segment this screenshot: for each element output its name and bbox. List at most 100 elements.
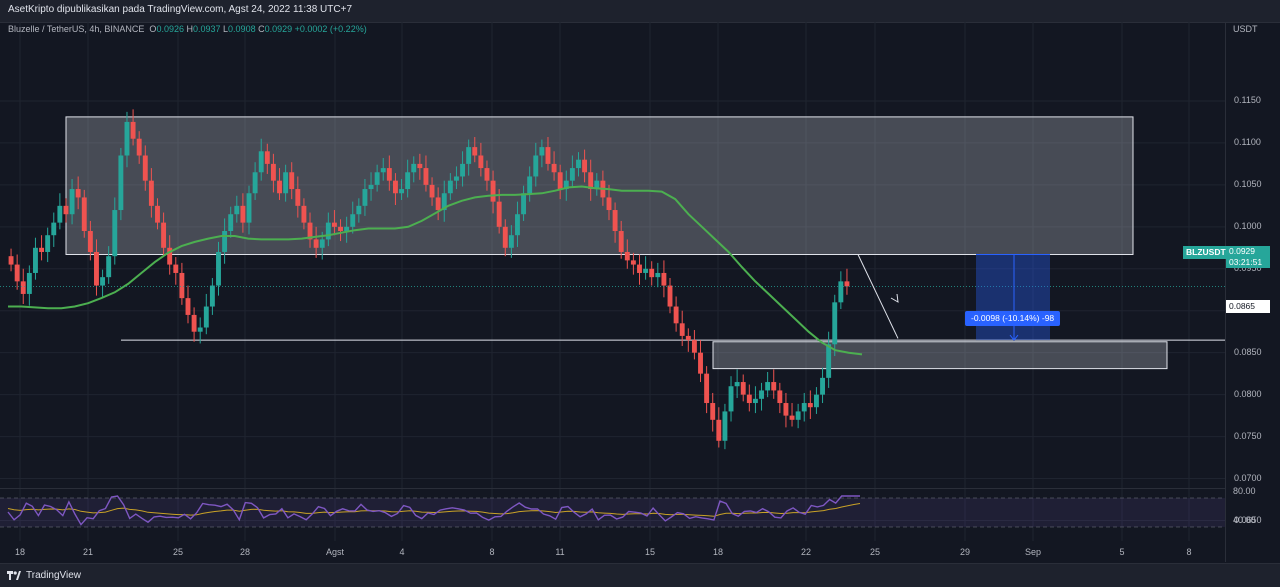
time-tick: Sep (1024, 547, 1042, 557)
candle (563, 180, 569, 190)
rsi-lower-label: 40.00 (1233, 515, 1256, 525)
candle (783, 403, 789, 416)
candle (826, 344, 832, 378)
candle (258, 151, 264, 173)
candle (75, 189, 81, 198)
candle (368, 184, 374, 190)
candle (161, 222, 167, 248)
candle (313, 239, 319, 248)
price-tick: 0.1000 (1234, 220, 1262, 231)
time-tick: Agst (325, 547, 345, 557)
legend-o-value: 0.0926 (156, 24, 184, 34)
candle (795, 411, 801, 420)
candle (307, 222, 313, 240)
candle (69, 189, 75, 215)
publish-header: AsetKripto dipublikasikan pada TradingVi… (0, 0, 1280, 23)
candle (484, 168, 490, 181)
candle (496, 201, 502, 227)
candle (234, 205, 240, 215)
measure-tool[interactable] (976, 254, 1050, 341)
candle (33, 247, 38, 273)
candle (588, 172, 594, 190)
footer: TradingView (0, 563, 1280, 587)
price-chart[interactable] (0, 22, 1225, 562)
candle (807, 403, 813, 408)
rsi-ma-line (7, 503, 861, 517)
candle (813, 394, 819, 408)
candle (801, 403, 807, 412)
candle (106, 256, 112, 278)
candle (490, 180, 496, 202)
rsi-band (0, 498, 1225, 527)
candle (277, 180, 282, 194)
candle (838, 281, 844, 303)
candle (844, 281, 850, 287)
candle (399, 189, 404, 194)
candle (295, 189, 301, 206)
candle (39, 247, 45, 252)
publish-text: AsetKripto dipublikasikan pada TradingVi… (8, 4, 353, 15)
candle (637, 264, 642, 273)
candle (197, 327, 203, 332)
candle (502, 226, 508, 248)
candle (472, 147, 478, 156)
candle (148, 180, 154, 206)
candle (185, 298, 191, 315)
candle (356, 205, 362, 215)
candle (777, 390, 783, 404)
candle (222, 231, 228, 252)
candle (527, 176, 533, 194)
candle (508, 235, 514, 248)
chart-legend: Bluzelle / TetherUS, 4h, BINANCE O0.0926… (8, 24, 367, 34)
candle (820, 377, 825, 395)
price-axis-unit: USDT (1233, 24, 1258, 34)
candle (771, 382, 777, 391)
candle (423, 168, 429, 185)
resistance-zone (65, 116, 1134, 256)
candle (81, 197, 87, 232)
legend-l-label: L (223, 24, 229, 34)
candle (661, 272, 667, 286)
candle (142, 155, 148, 181)
legend-c-value: 0.0929 (264, 24, 293, 34)
candle (87, 231, 93, 252)
candle (100, 277, 106, 286)
candle (405, 172, 411, 190)
candle (722, 411, 728, 441)
candle (63, 205, 69, 215)
legend-symbol: Bluzelle / TetherUS, 4h, BINANCE (8, 24, 145, 34)
time-tick: 8 (1186, 547, 1192, 557)
candle (246, 193, 252, 223)
candle (435, 197, 441, 211)
candle (136, 138, 142, 156)
legend-h-label: H (186, 24, 193, 34)
candle (441, 193, 447, 211)
measure-arrow-head (1009, 334, 1019, 341)
candle (209, 285, 215, 307)
candle (264, 151, 270, 164)
candle (454, 176, 459, 181)
legend-change: +0.0002 (+0.22%) (294, 24, 367, 34)
candle (374, 172, 380, 185)
candle (447, 180, 453, 194)
candle (576, 159, 581, 169)
candle (728, 386, 734, 412)
candle (832, 302, 838, 345)
legend-l-value: 0.0908 (228, 24, 256, 34)
candle (319, 239, 325, 248)
arrow-head (890, 293, 899, 303)
candle (331, 222, 337, 227)
candle (191, 314, 197, 332)
candle (752, 398, 758, 404)
price-axis[interactable] (1225, 22, 1280, 562)
time-tick: 22 (800, 547, 812, 557)
candle (130, 121, 136, 139)
time-tick: 21 (82, 547, 94, 557)
candle (759, 390, 764, 399)
candle (362, 189, 368, 206)
price-tick: 0.0800 (1234, 388, 1262, 399)
pane-divider[interactable] (0, 488, 1225, 489)
candle (740, 382, 746, 395)
time-tick: 4 (399, 547, 405, 557)
time-tick: 11 (555, 547, 565, 557)
